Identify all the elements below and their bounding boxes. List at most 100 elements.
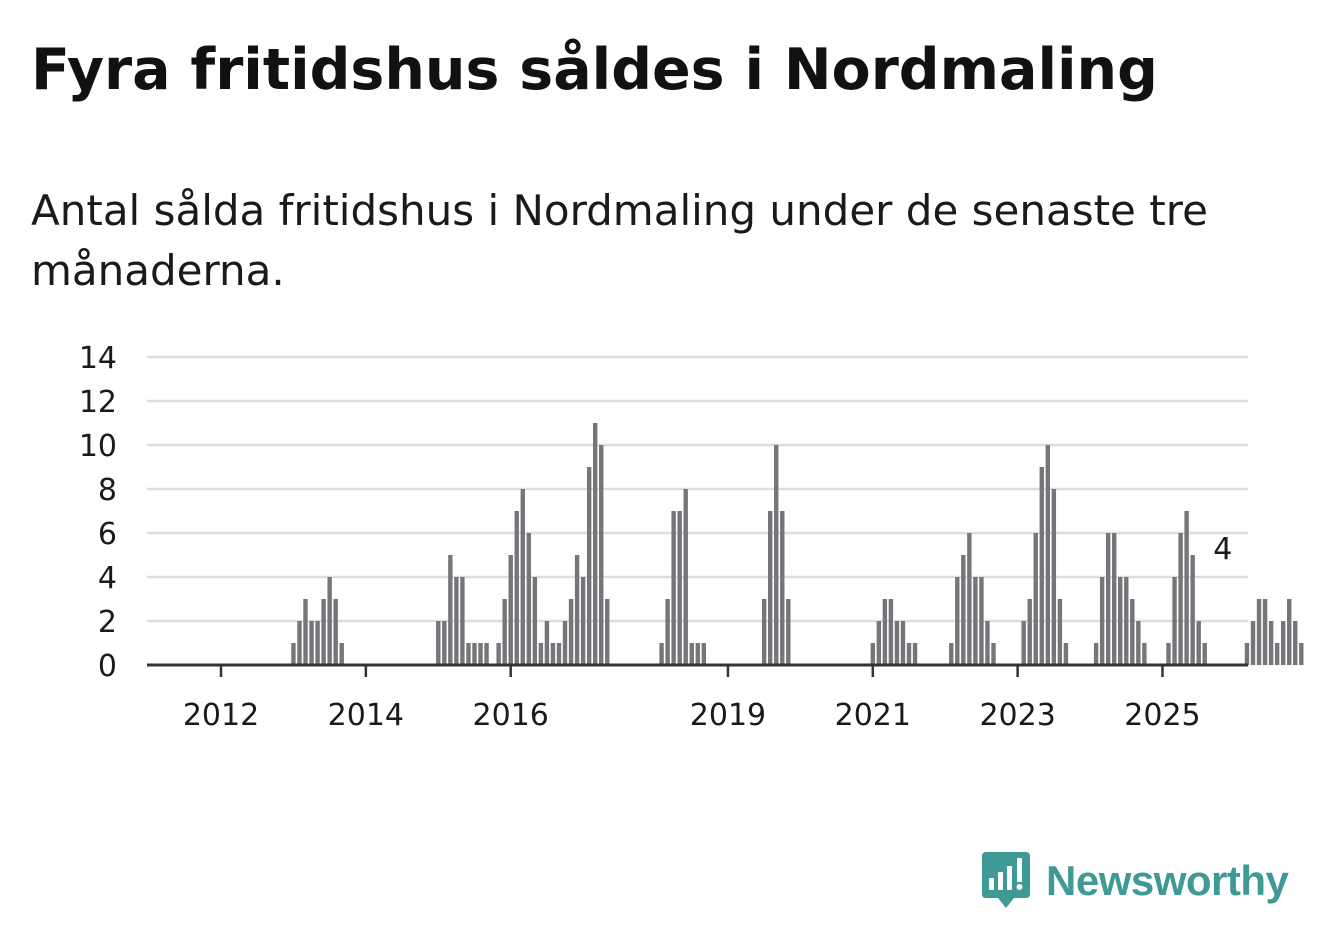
y-axis: 0 2 4 6 8 10 12 14 [79,341,117,684]
bar [472,643,477,665]
bar [701,643,707,665]
bar [502,599,507,665]
bar [786,599,791,665]
bar [1118,577,1123,665]
bar [1184,511,1189,665]
bar [1099,577,1105,665]
bar [1268,621,1274,665]
chart-annotation: 4 [1213,532,1232,567]
bar [508,555,513,665]
bar [460,577,465,665]
bar [961,555,966,665]
bar [339,643,344,665]
bar [1130,599,1135,665]
newsworthy-logo-text: Newsworthy [1046,857,1289,904]
bar [550,643,556,665]
bar [665,599,670,665]
x-tick-label: 2012 [183,698,259,733]
bar [876,621,882,665]
bar [442,621,447,665]
bar [297,621,302,665]
bar [768,511,773,665]
bar [955,577,960,665]
bar [580,577,586,665]
bar [544,621,550,665]
bar [568,599,574,665]
bar [520,489,525,665]
bar [1033,533,1038,665]
bar [1244,643,1250,665]
bar [538,643,544,665]
bar [484,643,489,665]
bar [532,577,538,665]
bar [1293,621,1298,665]
bar [695,643,700,665]
y-tick-label: 14 [79,341,117,376]
bar [333,599,338,665]
bar [882,599,888,665]
newsworthy-logo: Newsworthy [980,850,1289,912]
bar [448,555,453,665]
bar [599,445,604,665]
bar [774,445,779,665]
bar [1196,621,1201,665]
x-tick-label: 2014 [328,698,404,733]
bar [556,643,562,665]
bar [1105,533,1111,665]
bar [1262,599,1268,665]
bar [309,621,314,665]
bar [1178,533,1183,665]
bar [1039,467,1044,665]
bar [1190,555,1195,665]
bar [967,533,972,665]
chart-bars [291,423,1304,665]
bar [1051,489,1057,665]
bar [906,643,912,665]
bar [780,511,785,665]
bar [327,577,332,665]
y-tick-label: 8 [98,473,117,508]
bar [1063,643,1069,665]
page-title: Fyra fritidshus såldes i Nordmaling [31,37,1158,103]
bar [689,643,694,665]
bar [973,577,978,665]
chart-subtitle: Antal sålda fritidshus i Nordmaling unde… [31,186,1208,295]
x-tick-label: 2023 [979,698,1055,733]
bar [303,599,308,665]
y-tick-label: 2 [98,605,117,640]
y-tick-label: 4 [98,561,117,596]
bar [1274,643,1280,665]
bar [870,643,875,665]
bar [1256,599,1262,665]
bar [1112,533,1117,665]
bar [761,599,767,665]
bar [985,621,990,665]
bar [514,511,519,665]
bar [1250,621,1256,665]
bar [1057,599,1063,665]
bar [979,577,984,665]
bar [526,533,532,665]
bar [315,621,320,665]
bar [436,621,441,665]
bar [888,599,894,665]
bar [1299,643,1304,665]
highlight-value-label: 4 [1213,532,1232,567]
y-tick-label: 10 [79,429,117,464]
bar [1142,643,1147,665]
bar [677,511,682,665]
y-tick-label: 6 [98,517,117,552]
x-axis: 2012 2014 2016 2019 2021 2023 2025 [147,663,1248,733]
newsworthy-logo-icon [982,852,1030,908]
bar [683,489,688,665]
bar [466,643,471,665]
bar [1027,599,1032,665]
bar [912,643,918,665]
bar [574,555,580,665]
bar [496,643,501,665]
bar [586,467,592,665]
bar [659,643,664,665]
bar [671,511,676,665]
bar [1287,599,1292,665]
bar [592,423,598,665]
